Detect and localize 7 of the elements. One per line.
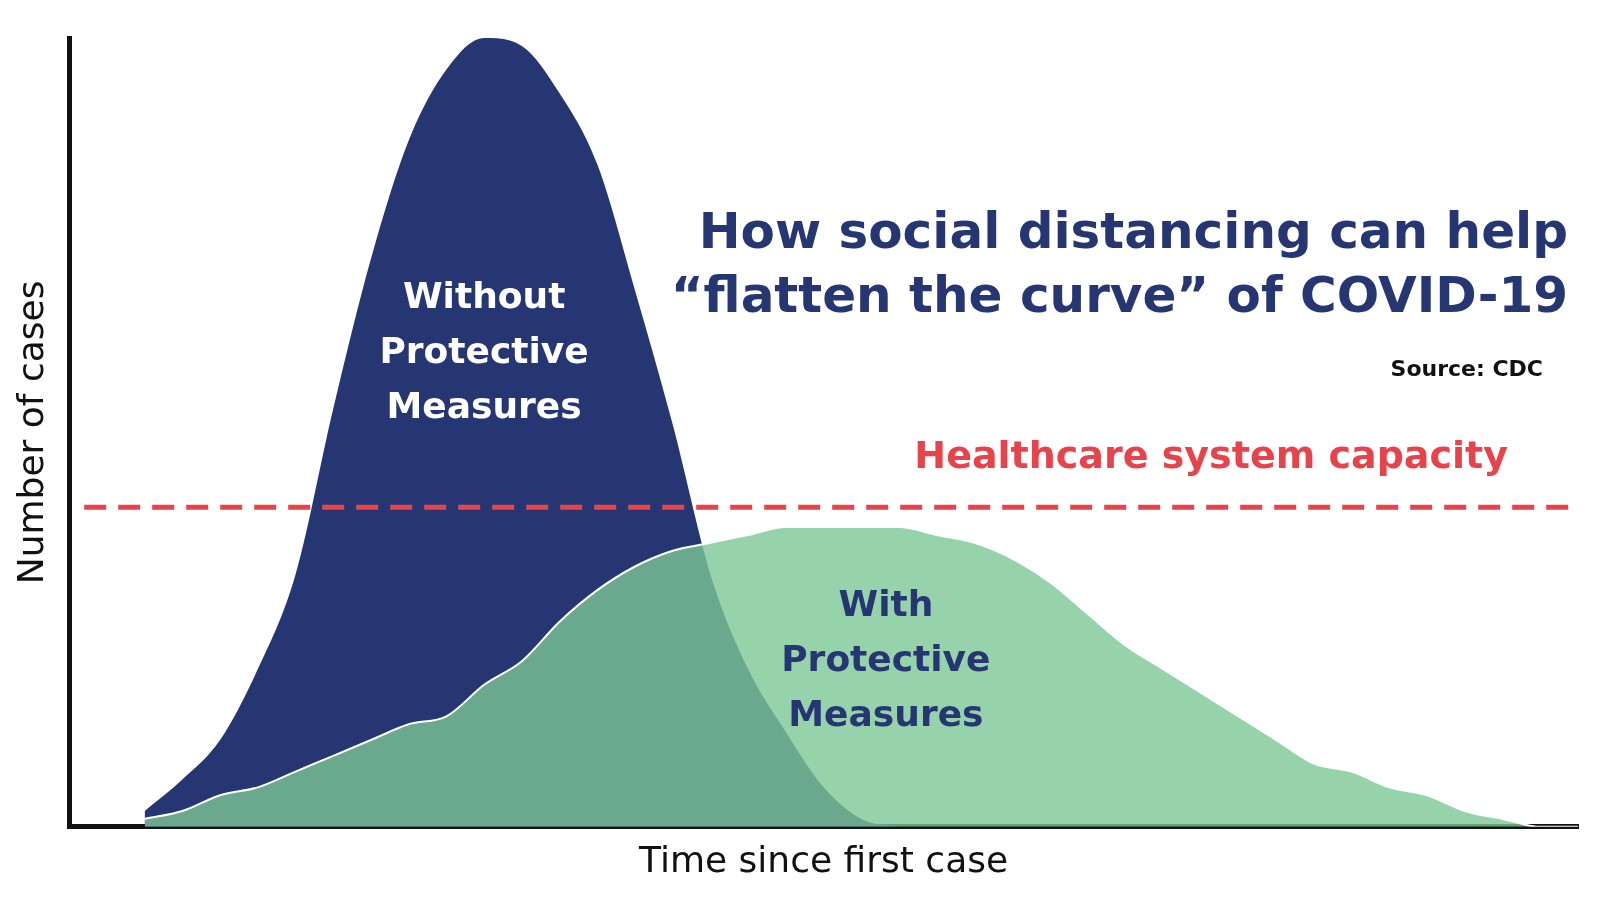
y-axis-title: Number of cases — [9, 280, 51, 585]
text: How social distancing can help “flatten the curve” of COVID-19 — [670, 202, 1568, 324]
ref-line-label: Healthcare system capacity — [914, 433, 1509, 478]
x-axis-title: Time since first case — [638, 838, 1009, 880]
annotation: Source: CDC — [1390, 356, 1543, 381]
series-label: Without Protective Measures — [379, 274, 589, 426]
series-label: With Protective Measures — [781, 583, 991, 735]
